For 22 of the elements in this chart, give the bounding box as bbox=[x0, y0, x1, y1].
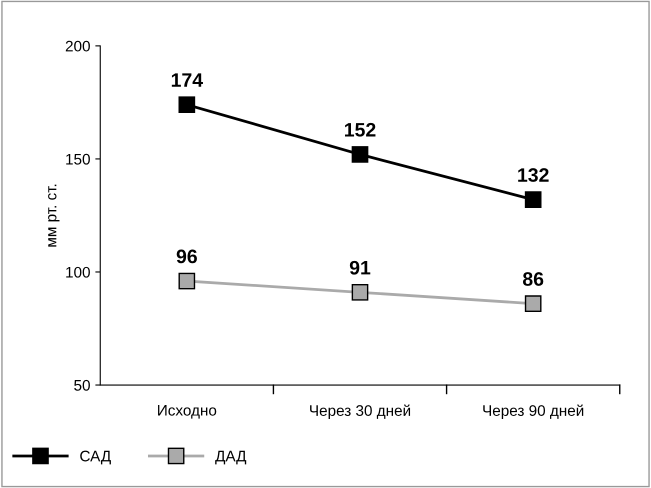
legend-label: САД bbox=[80, 450, 111, 464]
data-label: 86 bbox=[522, 272, 544, 286]
y-tick-label: 100 bbox=[66, 266, 90, 278]
point bbox=[524, 191, 542, 208]
data-label: 174 bbox=[172, 73, 203, 87]
point bbox=[352, 284, 368, 301]
point bbox=[352, 146, 368, 163]
x-tick-label: Через 30 дней bbox=[310, 404, 410, 419]
x-tick-label: Исходно bbox=[158, 405, 216, 419]
data-label: 132 bbox=[518, 168, 549, 182]
x-tick-label: Через 90 дней bbox=[483, 404, 584, 419]
y-tick-label: 150 bbox=[66, 154, 90, 165]
data-label: 152 bbox=[345, 122, 376, 137]
data-label: 91 bbox=[350, 260, 370, 275]
point bbox=[178, 272, 196, 290]
point bbox=[524, 295, 542, 312]
y-axis-title: мм рт. ст. bbox=[48, 184, 60, 247]
data-label: 96 bbox=[176, 250, 197, 264]
point bbox=[178, 96, 196, 113]
y-tick-label: 200 bbox=[66, 40, 90, 52]
legend-label: ДАД bbox=[215, 450, 246, 464]
y-tick-label: 50 bbox=[74, 380, 90, 391]
